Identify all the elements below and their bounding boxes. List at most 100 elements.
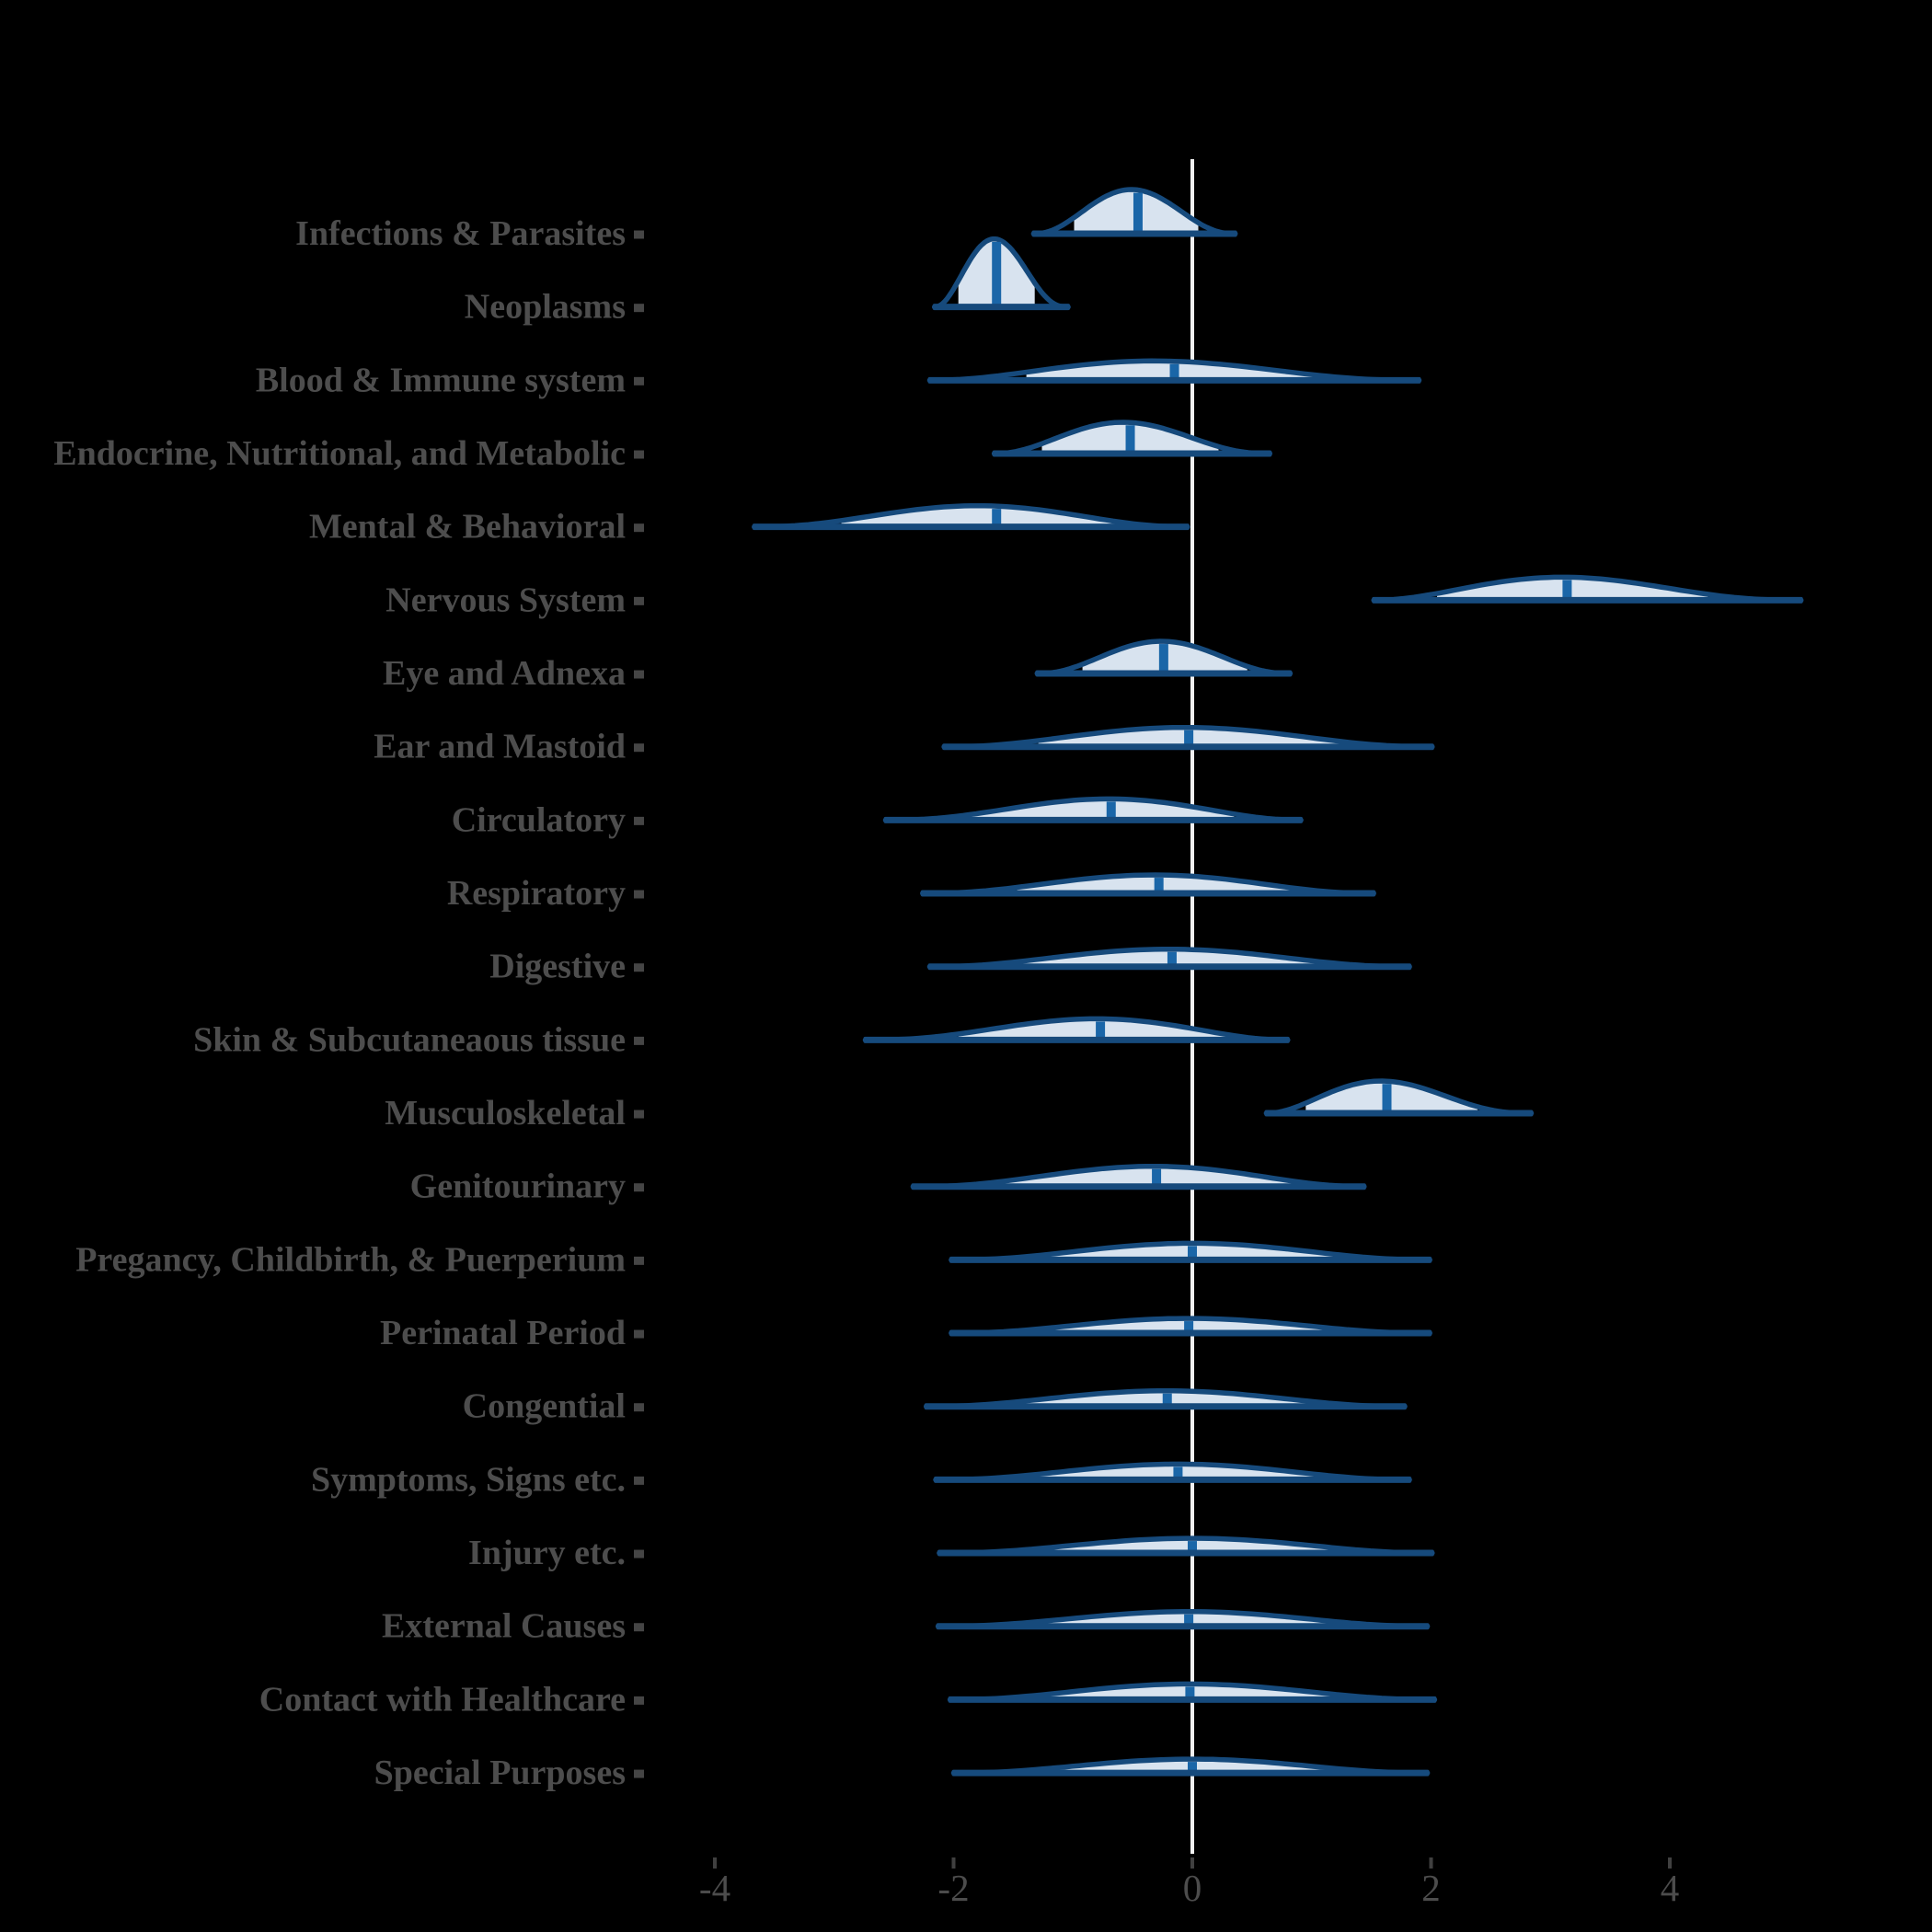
y-axis-tick-square (634, 963, 644, 972)
violin-outline (949, 1316, 1432, 1336)
row-label: Musculoskeletal (385, 1094, 626, 1133)
violin-outline (941, 724, 1435, 750)
median-bar (1188, 1246, 1197, 1260)
y-axis-tick-square (634, 1110, 644, 1119)
violin-baseline (911, 1183, 1366, 1190)
x-axis-tick-mark (1190, 1857, 1194, 1869)
violin-baseline (920, 890, 1376, 897)
x-axis-tick-mark (1668, 1857, 1672, 1869)
violin-outline (752, 502, 1190, 530)
violin-baseline (1035, 670, 1293, 677)
y-axis-tick-square (634, 230, 644, 239)
row-label: Infections & Parasites (295, 214, 626, 253)
median-bar (1158, 644, 1168, 674)
violin-baseline (927, 376, 1421, 384)
violin-baseline (924, 1403, 1407, 1410)
median-bar (1173, 1466, 1183, 1480)
violin-outline (910, 1163, 1367, 1190)
violin-baseline (948, 1696, 1437, 1703)
violin-baseline (1372, 596, 1803, 604)
violin-baseline (863, 1036, 1290, 1043)
row-label: Endocrine, Nutritional, and Metabolic (53, 434, 626, 473)
row-label: Special Purposes (374, 1754, 626, 1792)
y-axis-tick-square (634, 450, 644, 459)
row-label: Eye and Adnexa (383, 654, 626, 693)
median-bar (1167, 951, 1177, 967)
median-bar (1188, 1541, 1197, 1554)
y-axis-tick-square (634, 1036, 644, 1045)
y-axis-tick-square (634, 1256, 644, 1265)
row-label: Genitourinary (410, 1167, 626, 1206)
row-label: Digestive (489, 948, 626, 986)
y-axis-tick-square (634, 376, 644, 385)
y-axis-tick-square (634, 670, 644, 679)
row-label: Blood & Immune system (256, 361, 626, 399)
y-axis-tick-square (634, 1329, 644, 1339)
violin-outline (923, 1387, 1408, 1409)
median-bar (1154, 878, 1164, 894)
median-bar (1184, 730, 1194, 747)
violin-baseline (927, 963, 1412, 971)
violin-outline (882, 796, 1304, 823)
violin-baseline (936, 1623, 1430, 1630)
row-label: Perinatal Period (380, 1314, 626, 1352)
x-axis-tick-label: -4 (699, 1867, 730, 1909)
row-label: Injury etc. (468, 1534, 626, 1572)
median-bar (1188, 1762, 1197, 1774)
row-label: External Causes (382, 1607, 626, 1646)
row-label: Ear and Mastoid (374, 728, 626, 766)
violin-outline (931, 236, 1071, 310)
violin-baseline (752, 523, 1190, 531)
zero-reference-line (1190, 159, 1194, 1854)
y-axis-tick-square (634, 1623, 644, 1632)
violin-baseline (942, 743, 1434, 751)
violin-outline (933, 1461, 1412, 1483)
violin-outline (926, 946, 1412, 970)
violin-baseline (934, 1476, 1412, 1483)
x-axis-tick-label: 0 (1183, 1867, 1202, 1909)
x-axis-tick-mark (1429, 1857, 1433, 1869)
median-bar (1562, 580, 1572, 601)
row-label: Pregancy, Childbirth, & Puerperium (75, 1240, 626, 1279)
x-axis-tick-mark (713, 1857, 717, 1869)
violin-baseline (932, 304, 1071, 311)
median-bar (1184, 1614, 1194, 1627)
violin-baseline (1264, 1110, 1534, 1117)
y-axis-tick-square (634, 1769, 644, 1778)
violin-outline (949, 1240, 1432, 1263)
y-axis-tick-square (634, 596, 644, 605)
x-axis-tick-label: -2 (937, 1867, 969, 1909)
y-axis-tick-square (634, 816, 644, 825)
median-bar (1096, 1021, 1106, 1041)
x-axis-tick-label: 4 (1661, 1867, 1680, 1909)
median-bar (1133, 192, 1143, 234)
violin-baseline (1031, 230, 1237, 237)
median-bar (1152, 1168, 1162, 1187)
row-label: Contact with Healthcare (259, 1680, 626, 1719)
violin-outline (862, 1016, 1291, 1043)
median-bar (1162, 1393, 1172, 1407)
y-axis-tick-square (634, 523, 644, 533)
x-axis-tick-label: 2 (1421, 1867, 1441, 1909)
row-label: Mental & Behavioral (309, 508, 626, 546)
y-axis-tick-square (634, 1476, 644, 1485)
row-label: Skin & Subcutaneaous tissue (193, 1020, 626, 1059)
violin-baseline (949, 1256, 1432, 1263)
row-label: Nervous System (385, 581, 626, 619)
violin-baseline (937, 1549, 1434, 1557)
row-label: Neoplasms (465, 288, 626, 327)
median-bar (1382, 1084, 1392, 1114)
row-label: Respiratory (447, 874, 626, 913)
y-axis-tick-square (634, 1549, 644, 1558)
violin-baseline (992, 450, 1272, 457)
violin-outline (1030, 187, 1238, 236)
violin-baseline (949, 1329, 1432, 1337)
y-axis-tick-square (634, 890, 644, 899)
violin-fill (1305, 1081, 1478, 1113)
row-label: Symptoms, Signs etc. (311, 1460, 626, 1499)
violin-baseline (951, 1769, 1430, 1777)
violin-outline (1263, 1078, 1535, 1116)
median-bar (1184, 1321, 1194, 1334)
row-label: Congential (463, 1387, 626, 1426)
